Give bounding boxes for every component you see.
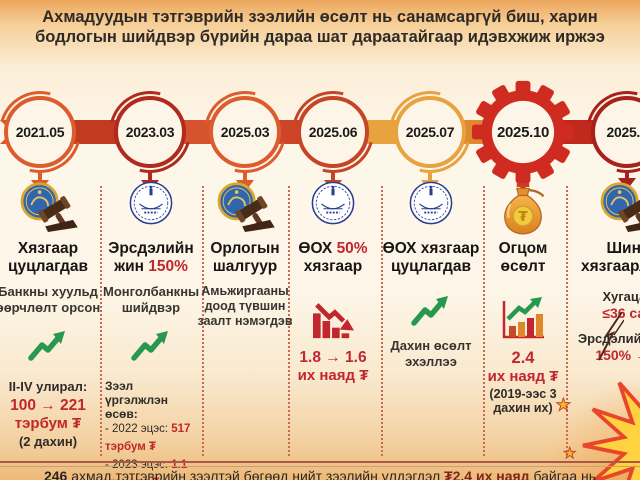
column-body: Дахин өсөлт эхэллээ: [390, 338, 472, 369]
column-separator: [483, 186, 485, 456]
column-2025-07: ӨОХ хязгаар цуцлагдав Дахин өсөлт эхэллэ…: [382, 180, 480, 460]
svg-text:₮: ₮: [518, 210, 528, 225]
timeline-node-2025-03: 2025.03: [209, 96, 281, 168]
timeline-date: 2025.07: [405, 124, 455, 140]
heading-text: ӨОХ: [298, 240, 337, 257]
heading-text: хязгаар: [303, 257, 363, 275]
starburst-graphic: ★ ★: [555, 381, 640, 480]
heading-highlight: 150%: [148, 257, 188, 275]
lightning-crack-icon: [598, 312, 624, 361]
timeline-date: 2021.05: [15, 124, 65, 140]
column-heading: ӨОХ 50% хязгаар: [285, 240, 381, 275]
column-2025-10: ₮ Огцом өсөлт 2.4 их наяд ₮ (2019-ээс 3 …: [475, 180, 571, 460]
list-item: - 2022 эцэс: 517 тэрбум ₮: [105, 423, 191, 453]
column-separator: [100, 186, 102, 456]
timeline-node-2025-10-gear: 2025.10: [471, 80, 575, 184]
footer-divider: [0, 461, 640, 467]
mongolbank-logo-icon: [103, 180, 199, 236]
column-body: Банкны хуульд өөрчлөлт орсон: [0, 284, 101, 315]
column-body: Амьжиргааны доод түвшин заалт нэмэгдэв: [197, 284, 293, 328]
stat-value: 2.4: [511, 349, 535, 367]
column-heading: ӨОХ хязгаар цуцлагдав: [382, 240, 480, 275]
column-heading: Орлогын шалгуур: [210, 240, 280, 275]
risk-weight-label: Эрсдэлийн жин: [577, 331, 640, 346]
column-heading: Эрсдэлийн жин 150%: [103, 240, 199, 275]
stat-value: 100 → 221: [10, 397, 86, 415]
stat-unit: тэрбум ₮: [14, 415, 82, 433]
footer-text: 246 ахмад тэтгэврийн зээлтэй бөгөөд нийт…: [0, 468, 640, 480]
page-title: Ахмадуудын тэтгэврийн зээлийн өсөлт нь с…: [35, 8, 605, 47]
stat-note: (2019-ээс 3 дахин их): [489, 387, 557, 415]
mongolbank-logo-icon: [382, 180, 480, 236]
timeline-node-2021-05: 2021.05: [4, 96, 76, 168]
stat-value: 1.8 → 1.6: [299, 349, 367, 366]
stat-unit: их наяд ₮: [297, 367, 369, 384]
timeline-date: 2025.06: [308, 124, 358, 140]
money-bag-icon: ₮: [475, 180, 571, 236]
timeline-node-2025-06: 2025.06: [297, 96, 369, 168]
stat-label: II-IV улирал:: [8, 379, 88, 395]
column-body: Монголбанкны шийдвэр: [103, 284, 200, 315]
timeline-node-2025-07: 2025.07: [394, 96, 466, 168]
column-2025-03: Орлогын шалгуур Амьжиргааны доод түвшин …: [196, 180, 294, 460]
risk-weight-value: 150% → 1: [595, 347, 640, 363]
column-2023-03: Эрсдэлийн жин 150% Монголбанкны шийдвэр …: [103, 180, 200, 480]
growth-arrow-icon: [0, 330, 104, 367]
heading-text: Эрсдэлийн жин: [108, 240, 194, 275]
column-separator: [381, 186, 383, 456]
timeline-node-last: 2025.1: [591, 96, 640, 168]
duration-label: Хугацаа: [602, 289, 640, 304]
gear-icon: [471, 80, 575, 184]
timeline-date: 2023.03: [125, 124, 175, 140]
growth-arrow-icon: [382, 295, 480, 332]
growth-arrow-icon: [103, 330, 199, 367]
decline-chart-icon: [285, 301, 381, 346]
timeline-node-2023-03: 2023.03: [114, 96, 186, 168]
mongolbank-logo-icon: [285, 180, 381, 236]
stat-unit: их наяд ₮: [487, 368, 559, 385]
law-gavel-emblem-icon: [196, 180, 294, 236]
column-2025-06: ӨОХ 50% хязгаар 1.8 → 1.6 их наяд ₮: [285, 180, 381, 460]
column-heading: Хязгаар цуцлагдав: [8, 240, 88, 275]
column-separator: [288, 186, 290, 456]
column-separator: [566, 186, 568, 456]
sparkle-star-icon: ★: [563, 445, 576, 462]
growth-chart-icon: [475, 295, 571, 346]
timeline-date: 2025.10: [496, 123, 550, 141]
column-2021-05: Хязгаар цуцлагдав Банкны хуульд өөрчлөлт…: [0, 180, 104, 460]
footer-amount: ₮2.4 их наяд: [444, 468, 530, 480]
sparkle-star-icon: ★: [556, 395, 572, 415]
timeline-date: 2025.03: [220, 124, 270, 140]
footer-count: 246: [43, 468, 68, 480]
stat-note: (2 дахин): [18, 434, 78, 450]
column-heading: Огцом өсөлт: [498, 240, 548, 275]
list-title: Зээл үргэлжлэн өсөв:: [105, 379, 168, 422]
law-gavel-emblem-icon: [568, 180, 640, 236]
column-separator: [202, 186, 204, 456]
timeline-date: 2025.1: [606, 124, 640, 140]
law-gavel-emblem-icon: [0, 180, 104, 236]
column-last: Шинэ хязгаарлалт Хугацаа ≤36 сар Эрсдэли…: [568, 180, 640, 460]
column-heading: Шинэ хязгаарлалт: [580, 240, 640, 275]
heading-highlight: 50%: [336, 240, 368, 257]
